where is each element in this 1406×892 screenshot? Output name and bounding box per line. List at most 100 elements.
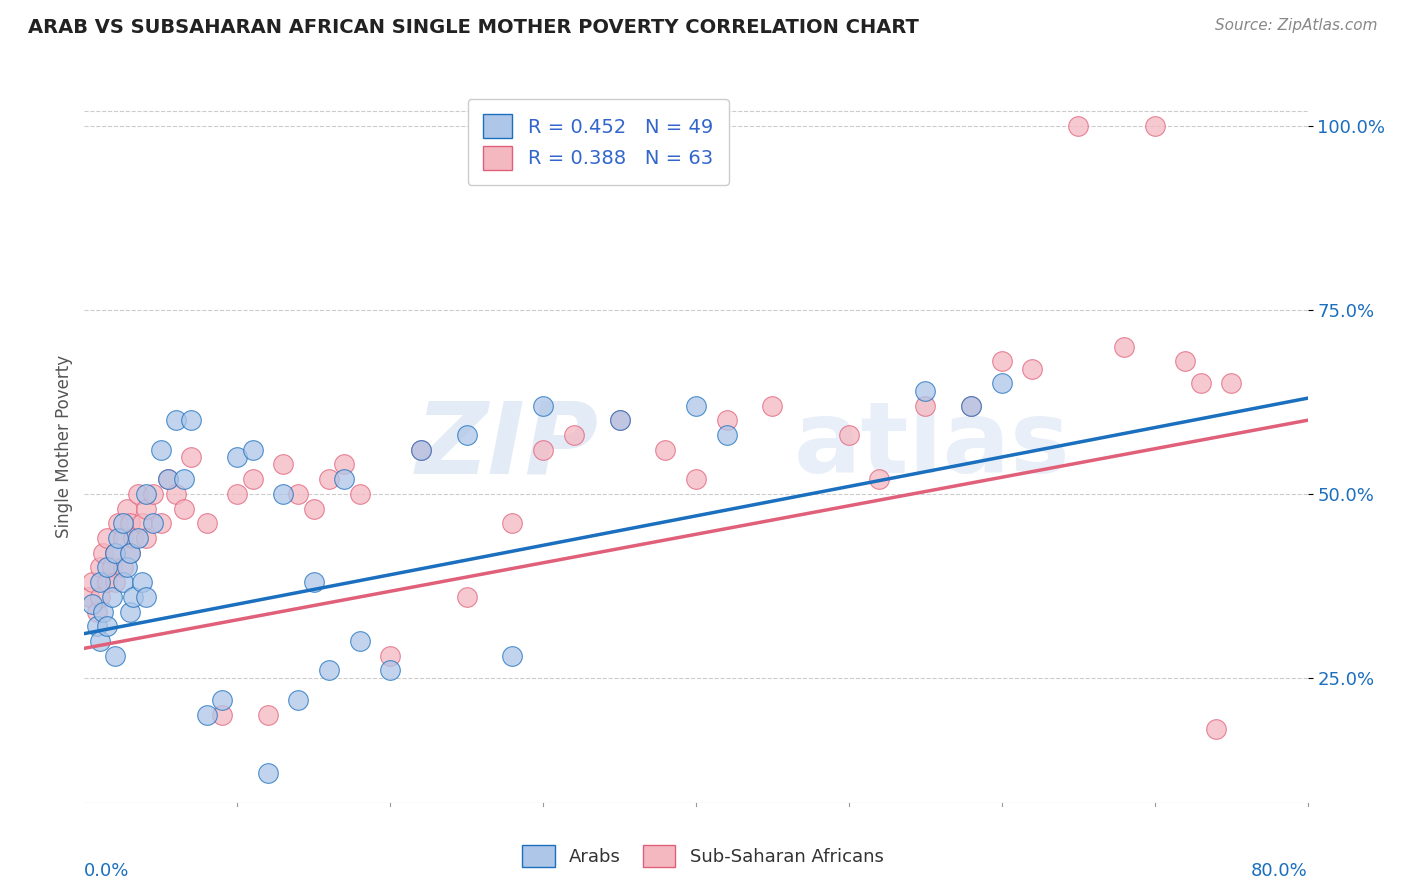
Point	[380, 648, 402, 663]
Point	[89, 590, 111, 604]
Point	[149, 442, 172, 457]
Point	[914, 399, 936, 413]
Point	[135, 501, 157, 516]
Point	[104, 648, 127, 663]
Point	[349, 634, 371, 648]
Point	[135, 531, 157, 545]
Legend: R = 0.452   N = 49, R = 0.388   N = 63: R = 0.452 N = 49, R = 0.388 N = 63	[468, 99, 728, 186]
Point	[157, 472, 180, 486]
Point	[104, 546, 127, 560]
Point	[991, 376, 1014, 391]
Point	[89, 634, 111, 648]
Point	[80, 575, 103, 590]
Point	[96, 560, 118, 574]
Point	[333, 472, 356, 486]
Point	[107, 516, 129, 531]
Point	[86, 605, 108, 619]
Point	[257, 707, 280, 722]
Point	[111, 531, 134, 545]
Point	[226, 487, 249, 501]
Point	[1174, 354, 1197, 368]
Text: 80.0%: 80.0%	[1251, 862, 1308, 880]
Point	[107, 531, 129, 545]
Point	[609, 413, 631, 427]
Point	[89, 560, 111, 574]
Point	[271, 487, 294, 501]
Point	[115, 501, 138, 516]
Point	[142, 487, 165, 501]
Point	[122, 590, 145, 604]
Point	[531, 399, 554, 413]
Point	[157, 472, 180, 486]
Point	[120, 605, 142, 619]
Point	[1114, 340, 1136, 354]
Point	[991, 354, 1014, 368]
Point	[111, 575, 134, 590]
Point	[80, 597, 103, 611]
Point	[333, 458, 356, 472]
Point	[122, 531, 145, 545]
Point	[302, 575, 325, 590]
Point	[349, 487, 371, 501]
Point	[195, 516, 218, 531]
Point	[409, 442, 432, 457]
Point	[135, 487, 157, 501]
Point	[211, 693, 233, 707]
Point	[120, 516, 142, 531]
Y-axis label: Single Mother Poverty: Single Mother Poverty	[55, 354, 73, 538]
Point	[531, 442, 554, 457]
Point	[960, 399, 983, 413]
Point	[257, 766, 280, 780]
Point	[1205, 723, 1227, 737]
Point	[716, 413, 738, 427]
Point	[149, 516, 172, 531]
Point	[380, 664, 402, 678]
Point	[242, 472, 264, 486]
Point	[115, 560, 138, 574]
Point	[226, 450, 249, 464]
Point	[869, 472, 891, 486]
Text: Source: ZipAtlas.com: Source: ZipAtlas.com	[1215, 18, 1378, 33]
Point	[180, 450, 202, 464]
Point	[287, 693, 309, 707]
Point	[1220, 376, 1243, 391]
Point	[165, 413, 187, 427]
Point	[127, 487, 149, 501]
Point	[142, 516, 165, 531]
Point	[89, 575, 111, 590]
Point	[609, 413, 631, 427]
Point	[1021, 361, 1043, 376]
Point	[86, 619, 108, 633]
Point	[131, 516, 153, 531]
Point	[456, 428, 478, 442]
Point	[302, 501, 325, 516]
Point	[685, 399, 707, 413]
Point	[211, 707, 233, 722]
Point	[131, 575, 153, 590]
Point	[96, 575, 118, 590]
Point	[318, 664, 340, 678]
Point	[562, 428, 585, 442]
Point	[96, 531, 118, 545]
Point	[91, 546, 114, 560]
Text: atlas: atlas	[794, 398, 1070, 494]
Point	[165, 487, 187, 501]
Legend: Arabs, Sub-Saharan Africans: Arabs, Sub-Saharan Africans	[515, 838, 891, 874]
Point	[120, 546, 142, 560]
Point	[1189, 376, 1212, 391]
Point	[120, 546, 142, 560]
Point	[242, 442, 264, 457]
Point	[101, 590, 124, 604]
Point	[502, 648, 524, 663]
Point	[914, 384, 936, 398]
Point	[111, 516, 134, 531]
Point	[318, 472, 340, 486]
Point	[91, 605, 114, 619]
Point	[271, 458, 294, 472]
Text: ZIP: ZIP	[415, 398, 598, 494]
Point	[409, 442, 432, 457]
Point	[502, 516, 524, 531]
Point	[104, 575, 127, 590]
Point	[685, 472, 707, 486]
Point	[173, 472, 195, 486]
